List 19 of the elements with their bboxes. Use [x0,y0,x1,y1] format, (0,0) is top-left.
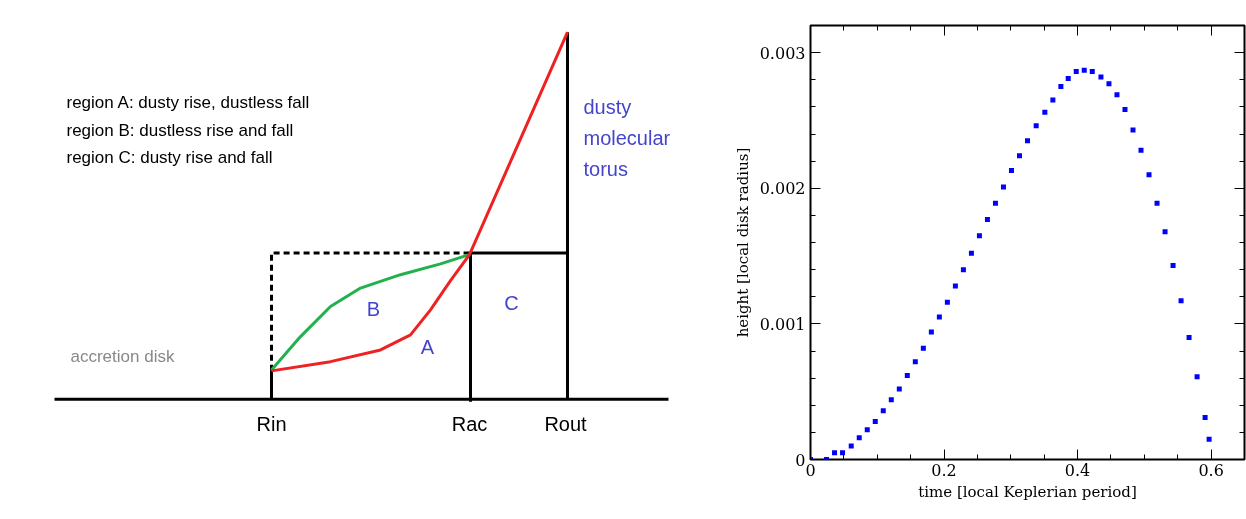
text: region A: dusty rise, dustless fall [66,92,310,112]
text: region B: dustless rise and fall [66,120,294,140]
text: A [420,336,435,359]
text: Rout [544,412,588,435]
x-tick-label: 0.4 [1064,460,1091,480]
text: accretion disk [70,347,175,367]
text: Rac [451,413,488,436]
y-axis-title: height [local disk radius] [733,147,752,338]
x-tick-label: 0.6 [1198,460,1224,480]
x-axis-title: time [local Keplerian period] [918,482,1137,501]
y-tick-label: 0.003 [759,43,806,63]
text: dusty molecular torus [583,96,671,181]
text: region C: dusty rise and fall [66,148,273,168]
x-tick-label: 0.2 [931,460,957,480]
text: Rin [256,412,287,435]
y-tick-label: 0.002 [759,179,806,199]
y-tick-label: 0.001 [759,314,806,334]
text: C [504,292,519,315]
text: B [366,297,381,320]
